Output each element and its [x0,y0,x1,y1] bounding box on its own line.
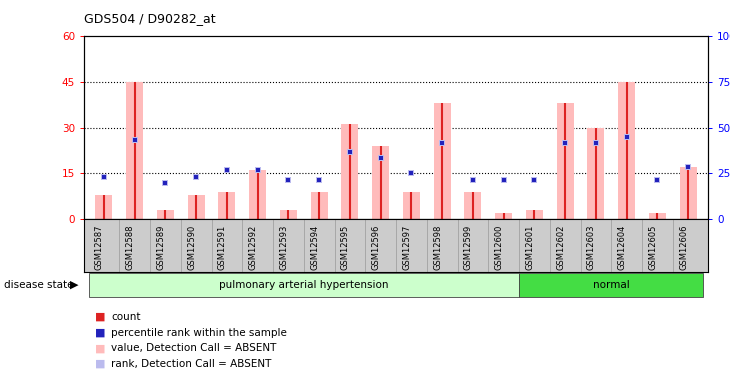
Text: GSM12597: GSM12597 [402,225,412,270]
Text: GSM12606: GSM12606 [679,225,688,270]
Text: GSM12587: GSM12587 [95,225,104,270]
Point [313,177,325,183]
Point [559,140,571,146]
Point [344,149,356,155]
Point [620,134,632,140]
Point [437,140,448,146]
Point [590,140,602,146]
Bar [464,192,481,219]
Text: ■: ■ [95,312,105,322]
Point [221,167,233,173]
Point [559,140,571,146]
Point [252,167,264,173]
Point [467,177,479,183]
Bar [680,167,696,219]
Point [313,177,325,183]
Text: GSM12589: GSM12589 [156,225,166,270]
Bar [495,213,512,219]
Point [529,177,540,183]
Point [374,155,386,161]
Bar [557,103,574,219]
Point [498,177,510,183]
Bar [403,192,420,219]
Bar [519,273,704,297]
Point [98,174,110,180]
Text: disease state: disease state [4,280,73,290]
Point [128,137,140,143]
Text: GSM12599: GSM12599 [464,225,473,270]
Bar [618,82,635,219]
Text: ■: ■ [95,344,105,353]
Point [374,155,386,161]
Point [406,170,418,177]
Point [467,177,479,183]
Text: GSM12590: GSM12590 [187,225,196,270]
Bar [88,273,519,297]
Text: GSM12594: GSM12594 [310,225,319,270]
Bar [588,128,604,219]
Bar [649,213,666,219]
Bar [157,210,174,219]
Text: GSM12598: GSM12598 [433,225,442,270]
Point [529,177,540,183]
Text: GSM12595: GSM12595 [341,225,350,270]
Text: normal: normal [593,280,629,290]
Bar [280,210,297,219]
Point [160,180,172,186]
Point [128,137,140,143]
Point [283,177,294,183]
Point [498,177,510,183]
Bar [188,195,204,219]
Bar [526,210,543,219]
Text: GSM12601: GSM12601 [526,225,534,270]
Point [221,167,233,173]
Text: ▶: ▶ [70,280,79,290]
Point [590,140,602,146]
Point [98,174,110,180]
Bar [249,170,266,219]
Text: GSM12600: GSM12600 [495,225,504,270]
Text: GSM12603: GSM12603 [587,225,596,270]
Bar [434,103,450,219]
Point [683,164,694,170]
Point [191,174,202,180]
Text: ■: ■ [95,359,105,369]
Text: GSM12596: GSM12596 [372,225,380,270]
Bar [311,192,328,219]
Text: ■: ■ [95,328,105,338]
Text: GSM12592: GSM12592 [249,225,258,270]
Text: pulmonary arterial hypertension: pulmonary arterial hypertension [219,280,388,290]
Text: value, Detection Call = ABSENT: value, Detection Call = ABSENT [111,344,277,353]
Text: rank, Detection Call = ABSENT: rank, Detection Call = ABSENT [111,359,272,369]
Text: GSM12588: GSM12588 [126,225,134,270]
Point [652,177,664,183]
Point [437,140,448,146]
Point [406,170,418,177]
Point [191,174,202,180]
Bar [342,124,358,219]
Point [283,177,294,183]
Text: GSM12602: GSM12602 [556,225,565,270]
Bar [126,82,143,219]
Point [344,149,356,155]
Point [620,134,632,140]
Text: GSM12605: GSM12605 [648,225,658,270]
Text: GSM12593: GSM12593 [280,225,288,270]
Text: GSM12591: GSM12591 [218,225,227,270]
Point [652,177,664,183]
Point [683,164,694,170]
Point [160,180,172,186]
Bar [96,195,112,219]
Text: GDS504 / D90282_at: GDS504 / D90282_at [84,12,215,25]
Text: percentile rank within the sample: percentile rank within the sample [111,328,287,338]
Point [252,167,264,173]
Bar [372,146,389,219]
Text: count: count [111,312,140,322]
Bar [218,192,235,219]
Text: GSM12604: GSM12604 [618,225,626,270]
